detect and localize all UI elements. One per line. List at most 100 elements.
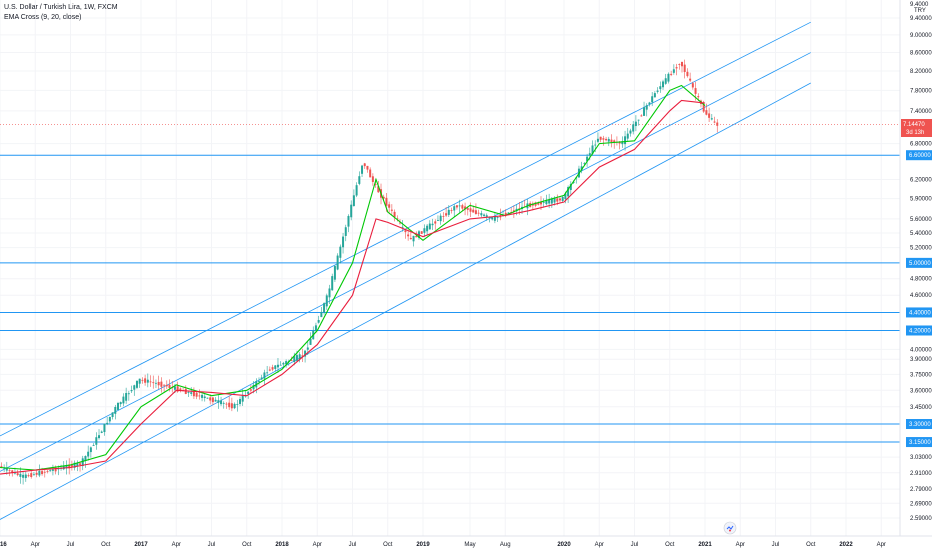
candle-body	[398, 222, 401, 224]
candle-body	[442, 216, 445, 218]
candle-body	[705, 110, 708, 115]
candle-body	[404, 230, 407, 233]
price-scale[interactable]: 9.4000 TRY 9.40000 9.00000 8.60000 8.20000 7…	[910, 2, 932, 522]
tradingview-logo-icon[interactable]	[723, 521, 737, 535]
candle-body	[271, 367, 274, 370]
candle-body	[54, 467, 57, 472]
candle-body	[57, 468, 60, 470]
candle-body	[130, 390, 133, 392]
candle-body	[480, 213, 483, 216]
time-tick-label: Apr	[595, 542, 604, 548]
candle-body	[564, 193, 567, 200]
candle-body	[689, 78, 692, 81]
level-badges: 6.60000 5.00000 4.40000 4.20000 3.30000 3.150…	[906, 150, 932, 448]
candle-body	[149, 381, 152, 383]
candle-body	[46, 470, 49, 472]
channel-line-middle[interactable]	[0, 52, 811, 472]
chart-legend: U.S. Dollar / Turkish Lira, 1W, FXCM EMA…	[4, 3, 118, 23]
candle-body	[306, 347, 309, 350]
candle-body	[0, 466, 3, 468]
candle-body	[263, 372, 266, 379]
price-tick-label: 2.79000	[910, 487, 932, 493]
time-tick-label: Oct	[242, 542, 252, 548]
price-tick-label: 7.40000	[910, 109, 932, 115]
candle-body	[496, 216, 499, 218]
candle-body	[317, 320, 320, 323]
time-tick-label: Apr	[172, 542, 181, 548]
candle-body	[680, 61, 683, 67]
time-tick-label: 2017	[134, 542, 148, 548]
time-tick-label: 2016	[0, 542, 7, 548]
candle-body	[24, 474, 27, 479]
candle-body	[374, 184, 377, 186]
level-badge-label: 3.15000	[909, 440, 931, 446]
time-tick-label: Aug	[500, 542, 511, 548]
candle-body	[11, 470, 14, 474]
price-tick-label: 4.60000	[910, 293, 932, 299]
candle-body	[586, 156, 589, 162]
candle-body	[65, 465, 68, 469]
candle-body	[409, 237, 412, 240]
candle-body	[122, 396, 125, 404]
price-tick-label: 7.80000	[910, 88, 932, 94]
price-tick-label: 3.90000	[910, 357, 932, 363]
candle-body	[157, 381, 160, 386]
candle-body	[146, 379, 149, 383]
candle-body	[363, 163, 366, 167]
candle-body	[377, 186, 380, 193]
candle-body	[35, 472, 38, 475]
candle-body	[605, 138, 608, 141]
candle-body	[602, 138, 605, 140]
time-scale-bg[interactable]	[0, 536, 932, 550]
candle-body	[458, 205, 461, 207]
symbol-title[interactable]: U.S. Dollar / Turkish Lira, 1W, FXCM	[4, 4, 118, 11]
price-tick-label: 6.80000	[910, 142, 932, 148]
price-tick-label: 3.60000	[910, 388, 932, 394]
candle-body	[236, 403, 239, 405]
candle-body	[713, 121, 716, 123]
candle-body	[206, 397, 209, 399]
candle-body	[168, 384, 171, 389]
price-tick-label: 8.20000	[910, 69, 932, 75]
candle-body	[133, 385, 136, 390]
candle-body	[683, 64, 686, 72]
candle-body	[366, 165, 369, 170]
time-scale[interactable]: 2016 Apr Jul Oct 2017 Apr Jul Oct 2018 Apr Jul Oct 2…	[0, 542, 886, 548]
candle-body	[127, 393, 130, 395]
channel-line-lower[interactable]	[0, 82, 811, 520]
candle-body	[260, 377, 263, 380]
price-tick-label: 4.00000	[910, 347, 932, 353]
candle-body	[141, 379, 144, 381]
indicator-title[interactable]: EMA Cross (9, 20, close)	[4, 14, 82, 21]
price-scale-top-label: 9.4000	[910, 2, 929, 8]
time-tick-label: Jul	[349, 542, 357, 548]
price-scale-currency: TRY	[914, 8, 926, 14]
candle-body	[539, 201, 542, 205]
time-tick-label: Apr	[736, 542, 745, 548]
candle-body	[648, 102, 651, 105]
candle-body	[645, 105, 648, 110]
candle-body	[152, 382, 155, 384]
candle-body	[632, 124, 635, 132]
candle-body	[339, 246, 342, 258]
candle-body	[423, 228, 426, 233]
candle-body	[350, 204, 353, 218]
candle-body	[594, 144, 597, 146]
candle-body	[436, 220, 439, 222]
time-tick-label: 2018	[275, 542, 289, 548]
candle-body	[466, 208, 469, 210]
candle-body	[545, 199, 548, 205]
candle-body	[325, 295, 328, 307]
time-tick-label: Oct	[101, 542, 111, 548]
candle-body	[165, 384, 168, 387]
candle-body	[651, 96, 654, 103]
horizontal-levels[interactable]	[0, 124, 900, 443]
candle-body	[320, 311, 323, 318]
candle-body	[618, 142, 621, 144]
level-badge-label: 4.20000	[909, 328, 931, 334]
candle-body	[30, 473, 33, 478]
candle-body	[114, 406, 117, 414]
candle-body	[426, 225, 429, 232]
time-tick-label: May	[464, 542, 475, 548]
